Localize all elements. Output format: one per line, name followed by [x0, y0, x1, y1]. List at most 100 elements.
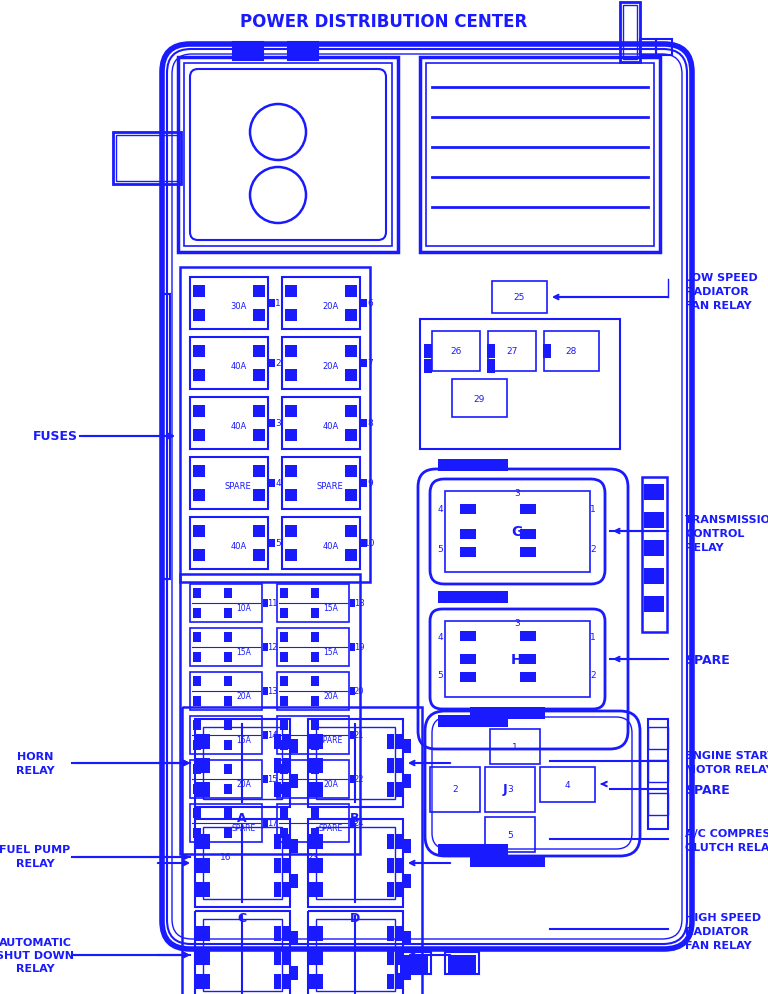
Text: 3: 3: [507, 784, 513, 793]
Bar: [253, 465, 265, 477]
Text: 5: 5: [275, 539, 281, 548]
Text: SPARE: SPARE: [317, 482, 344, 491]
Text: 1: 1: [590, 505, 596, 514]
Bar: [282, 974, 291, 989]
Bar: [277, 628, 349, 666]
Bar: [395, 926, 404, 941]
Bar: [282, 882, 291, 898]
Bar: [656, 40, 672, 56]
Bar: [387, 758, 394, 773]
Bar: [308, 720, 403, 807]
Text: 29: 29: [473, 394, 485, 404]
Bar: [203, 950, 210, 965]
Text: 19: 19: [354, 643, 364, 652]
Text: MOTOR RELAY: MOTOR RELAY: [685, 764, 768, 774]
Bar: [178, 58, 398, 252]
Bar: [460, 672, 476, 682]
Bar: [316, 834, 323, 849]
Bar: [387, 926, 394, 941]
Text: 15A: 15A: [237, 736, 251, 745]
Bar: [282, 950, 291, 965]
Bar: [194, 950, 203, 965]
Bar: [184, 64, 392, 247]
Bar: [194, 735, 203, 749]
Bar: [224, 608, 232, 618]
Text: 9: 9: [367, 479, 373, 488]
Bar: [263, 687, 268, 695]
Bar: [307, 782, 316, 797]
Bar: [193, 828, 201, 838]
Text: 6: 6: [367, 299, 373, 308]
Bar: [203, 827, 282, 900]
Bar: [520, 654, 536, 664]
Bar: [426, 64, 654, 247]
Bar: [193, 784, 201, 794]
Text: 4: 4: [437, 633, 443, 642]
Text: 16: 16: [220, 852, 232, 861]
Text: C: C: [237, 911, 247, 923]
Bar: [224, 764, 232, 774]
Text: 8: 8: [367, 419, 373, 428]
Bar: [280, 721, 288, 731]
Bar: [285, 489, 297, 502]
Bar: [311, 828, 319, 838]
Bar: [361, 360, 367, 368]
Bar: [345, 370, 357, 382]
Text: SPARE: SPARE: [319, 736, 343, 745]
Bar: [648, 760, 668, 782]
Bar: [224, 784, 232, 794]
Bar: [644, 513, 664, 529]
Bar: [280, 741, 288, 750]
Bar: [395, 782, 404, 797]
Bar: [448, 955, 476, 973]
Bar: [520, 631, 536, 641]
Text: RELAY: RELAY: [15, 858, 55, 868]
Text: G: G: [511, 525, 523, 539]
Bar: [280, 764, 288, 774]
Bar: [642, 477, 667, 632]
Bar: [395, 950, 404, 965]
Bar: [285, 550, 297, 562]
Bar: [350, 599, 355, 607]
Bar: [460, 631, 476, 641]
Bar: [269, 419, 275, 427]
Text: 10A: 10A: [237, 603, 251, 612]
Bar: [395, 834, 404, 849]
Text: 5: 5: [507, 830, 513, 839]
Text: 10: 10: [364, 539, 376, 548]
Text: 2: 2: [590, 545, 596, 554]
Bar: [190, 760, 262, 798]
Bar: [644, 541, 664, 557]
Bar: [224, 808, 232, 818]
Bar: [640, 40, 656, 56]
Bar: [644, 596, 664, 612]
Bar: [438, 844, 508, 856]
Text: B: B: [350, 811, 359, 824]
Text: LOW SPEED: LOW SPEED: [685, 272, 758, 282]
Text: ENGINE STARTER: ENGINE STARTER: [685, 750, 768, 760]
Bar: [263, 819, 268, 827]
Bar: [345, 550, 357, 562]
Bar: [253, 346, 265, 358]
Text: RELAY: RELAY: [15, 963, 55, 973]
Text: 7: 7: [367, 359, 373, 368]
Text: CONTROL: CONTROL: [685, 529, 744, 539]
Bar: [308, 819, 403, 908]
Text: FUSES: FUSES: [32, 430, 78, 443]
Bar: [387, 735, 394, 749]
Bar: [182, 708, 422, 994]
Bar: [644, 569, 664, 584]
Bar: [274, 882, 281, 898]
Bar: [403, 839, 411, 853]
Bar: [195, 911, 290, 994]
Bar: [282, 926, 291, 941]
Text: SPARE: SPARE: [232, 823, 256, 832]
Bar: [403, 740, 411, 753]
Bar: [520, 672, 536, 682]
Bar: [193, 741, 201, 750]
Bar: [180, 575, 360, 854]
Bar: [190, 628, 262, 666]
Bar: [233, 43, 263, 61]
Bar: [193, 429, 205, 441]
Bar: [345, 489, 357, 502]
